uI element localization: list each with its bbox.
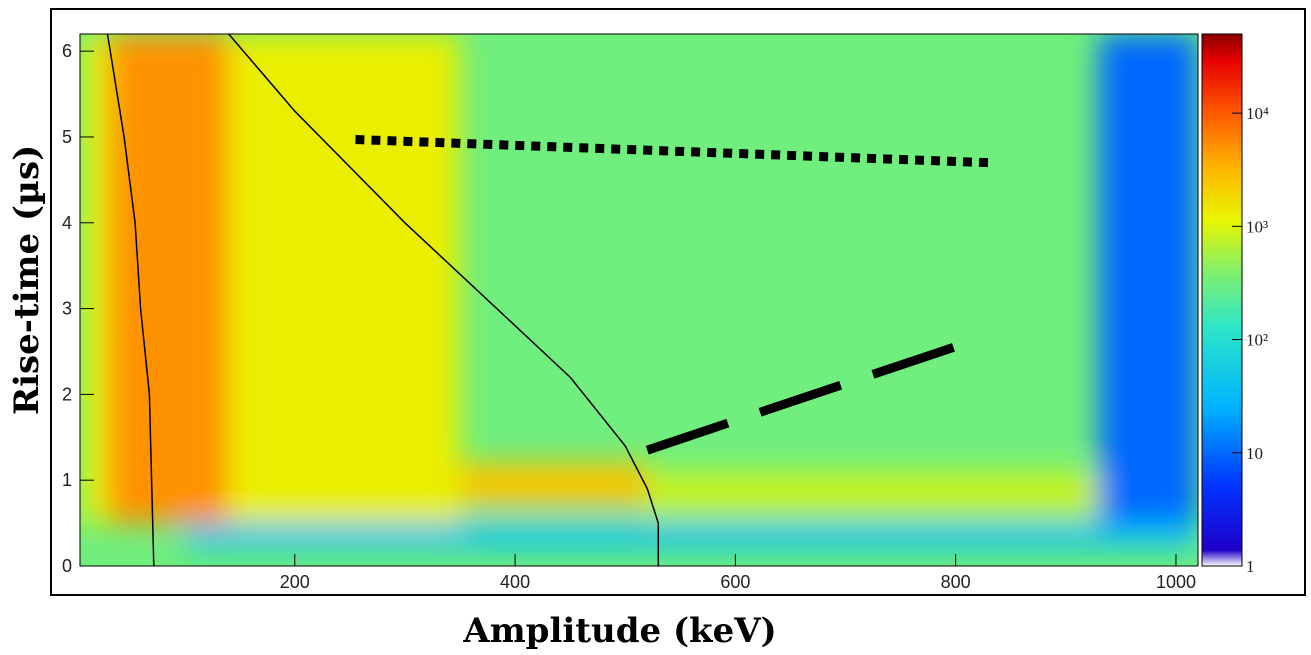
y-tick-label-0: 0 [62,556,72,576]
plot-border [79,33,1199,567]
colorbar: 1 10 10² 10³ 10⁴ [1201,33,1269,576]
density-region-6 [1098,34,1198,524]
density-region-2 [228,34,461,524]
y-tick-label-6: 6 [62,41,72,61]
curve-solid-0 [106,33,155,567]
x-tick-label-200: 200 [280,572,310,592]
density-region-1 [107,34,229,524]
y-tick-label-1: 1 [62,470,72,490]
curve-solid-1 [228,33,660,566]
y-tick-label-4: 4 [62,213,72,233]
y-axis-ticks: 0 1 2 3 4 5 6 [62,41,94,576]
x-axis-title: Amplitude (keV) [462,611,776,651]
x-tick-label-800: 800 [941,572,971,592]
density-regions-clipped [80,34,1198,549]
y-tick-label-2: 2 [62,384,72,404]
colorbar-scale [1201,33,1243,567]
y-axis-title: Rise-time (µs) [7,145,47,415]
plot-area [79,33,1199,567]
y-tick-label-5: 5 [62,127,72,147]
density-region-0 [80,34,108,524]
density-region-3 [460,463,648,506]
x-axis-ticks: 200 400 600 800 1000 [280,554,1196,592]
curve-dashed-3 [645,338,969,455]
curve-dotted-2 [355,135,989,168]
heatmap-chart: 200 400 600 800 1000 0 1 2 3 4 5 6 1 10 10² 10³ 10⁴ [62,33,1269,592]
colorbar-tick-label-4: 10⁴ [1246,104,1269,123]
y-tick-label-3: 3 [62,299,72,319]
x-tick-label-400: 400 [500,572,530,592]
density-regions [80,34,1198,549]
colorbar-tick-label-0: 1 [1246,557,1255,576]
colorbar-tick-label-3: 10³ [1246,217,1268,236]
x-tick-label-1000: 1000 [1156,572,1196,592]
x-tick-label-600: 600 [720,572,750,592]
density-region-5 [184,523,1198,549]
colorbar-tick-label-1: 10 [1246,444,1263,463]
plot-frame: 200 400 600 800 1000 0 1 2 3 4 5 6 1 10 10² 10³ 10⁴ [50,8,1306,596]
colorbar-ticks: 1 10 10² 10³ 10⁴ [1232,104,1269,576]
overlay-curves [106,33,989,567]
colorbar-tick-label-2: 10² [1246,331,1268,350]
